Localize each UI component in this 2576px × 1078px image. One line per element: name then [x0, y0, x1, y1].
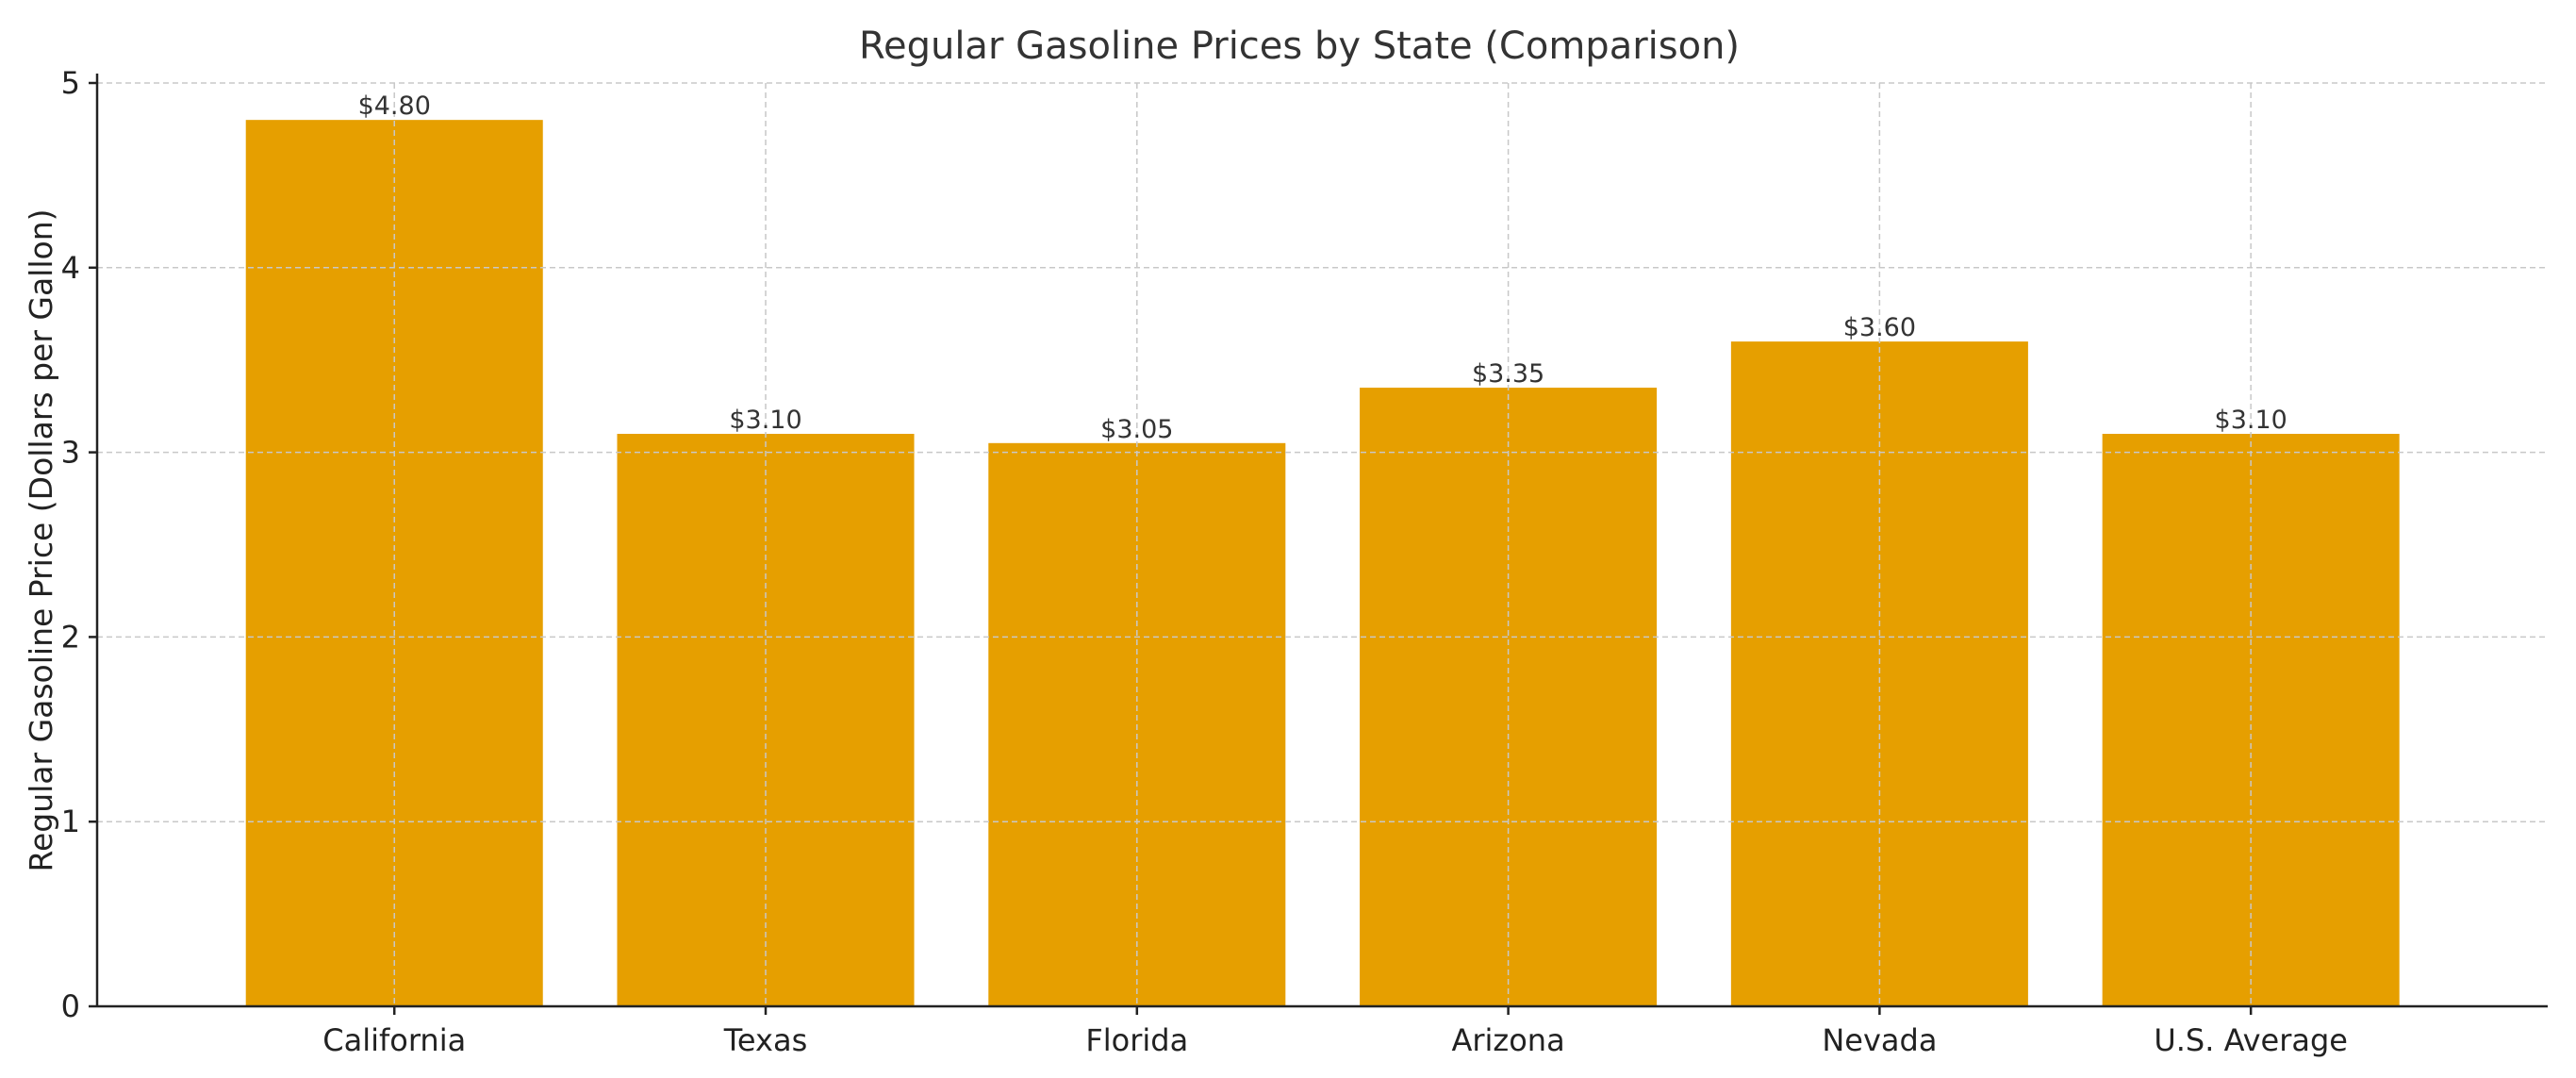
chart-title: Regular Gasoline Prices by State (Compar…: [859, 25, 1740, 68]
data-labels: $4.80 $3.10 $3.05 $3.35 $3.60 $3.10: [358, 91, 2287, 444]
x-tick-label: Florida: [1085, 1022, 1188, 1058]
data-label: $3.60: [1843, 313, 1916, 342]
x-tick-label: U.S. Average: [2154, 1022, 2348, 1058]
x-tick-label: Nevada: [1822, 1022, 1937, 1058]
grid-lines: [97, 82, 2548, 1006]
y-tick-label: 3: [61, 435, 80, 471]
data-label: $3.35: [1472, 359, 1544, 389]
x-tick-label: Arizona: [1451, 1022, 1564, 1058]
y-tick-label: 2: [61, 619, 80, 655]
x-tick-label: Texas: [723, 1022, 807, 1058]
data-label: $4.80: [358, 91, 431, 121]
axes: 0 1 2 3 4 5 California Texas Florida Arizona Nevad…: [61, 65, 2548, 1058]
data-label: $3.05: [1100, 415, 1173, 444]
y-tick-label: 1: [61, 804, 80, 839]
y-tick-label: 4: [61, 250, 80, 286]
y-tick-label: 5: [61, 65, 80, 101]
y-axis-label: Regular Gasoline Price (Dollars per Gall…: [23, 209, 59, 872]
y-tick-label: 0: [61, 988, 80, 1024]
x-tick-label: California: [322, 1022, 466, 1058]
bars: [245, 120, 2400, 1006]
data-label: $3.10: [729, 406, 801, 435]
data-label: $3.10: [2215, 406, 2287, 435]
